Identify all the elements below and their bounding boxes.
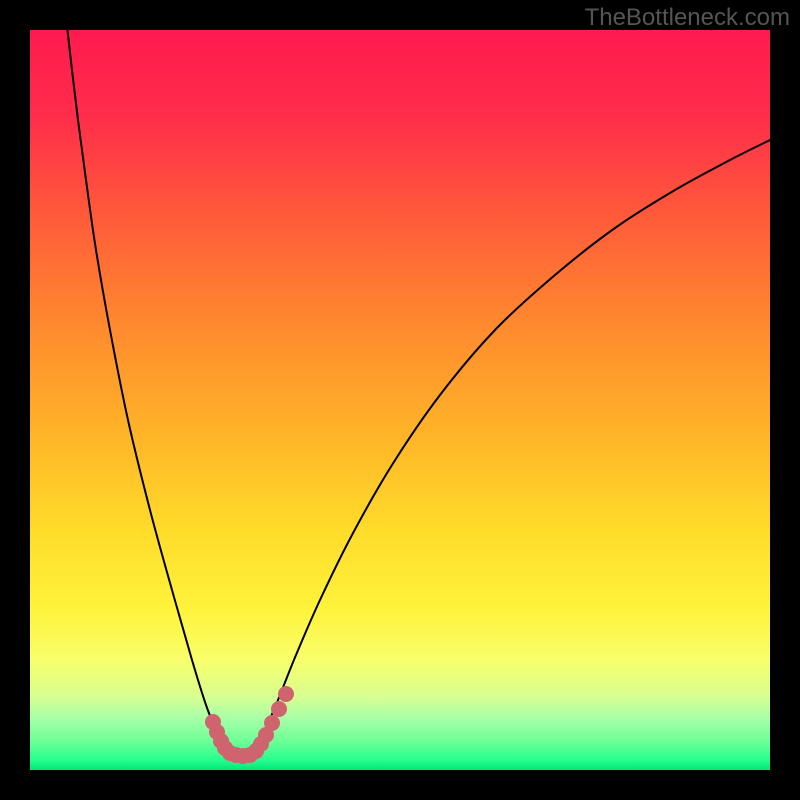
plot-gradient-background [30,30,770,770]
watermark-text: TheBottleneck.com [585,4,790,32]
optimal-marker [278,686,294,702]
bottleneck-chart [0,0,800,800]
optimal-marker [264,715,280,731]
optimal-marker [271,701,287,717]
chart-container: TheBottleneck.com [0,0,800,800]
